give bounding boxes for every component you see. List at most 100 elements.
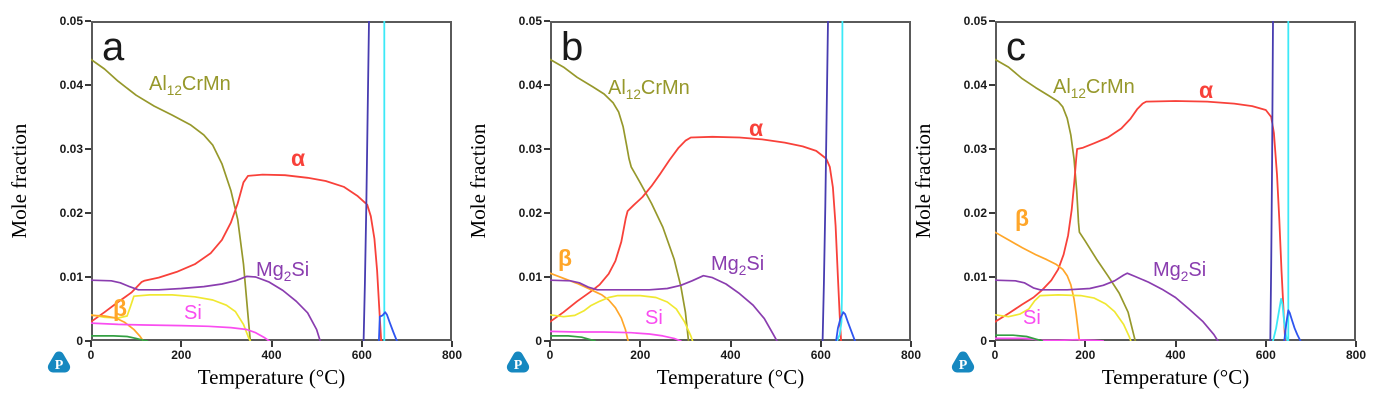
curve-unlabeled_green [995,334,1044,341]
plot-frame-c [995,21,1356,341]
y-tick [544,84,550,86]
curve-alpha [91,173,383,341]
y-tick-label: 0.04 [59,78,83,92]
x-tick-label: 0 [546,348,554,362]
curve-Al12CrMn [91,58,252,341]
phase-label: Al12CrMn [608,77,690,102]
y-tick [85,276,91,278]
curve-unlabeled_blue [1283,309,1302,341]
x-tick [1084,341,1087,347]
x-tick-label: 400 [720,348,741,362]
y-tick-label: 0 [980,334,987,348]
curve-unlabeled_blue [377,311,398,341]
y-tick [989,340,995,342]
subscript: 2 [1180,269,1189,284]
y-tick-label: 0.05 [59,14,83,28]
x-tick-label: 200 [171,348,192,362]
curves-svg-c [995,21,1302,341]
logo-triangle [47,351,71,373]
y-tick [989,148,995,150]
y-tick-label: 0.05 [518,14,542,28]
phase-label: Mg2Si [711,253,765,278]
curves-svg-a [91,21,398,341]
phase-label: Mg2Si [1153,259,1207,284]
curve-beta [995,231,1081,341]
phase-label: β [558,245,573,271]
curve-Mg2Si [91,275,322,341]
y-tick-label: 0.01 [963,270,987,284]
pandat-logo: P [506,351,530,373]
curve-beta [91,314,145,341]
y-tick [85,148,91,150]
phase-label: Al12CrMn [1053,76,1135,101]
x-tick-label: 800 [441,348,463,362]
panel-letter-a: a [102,25,126,69]
y-tick [544,148,550,150]
y-tick-label: 0 [76,334,83,348]
x-tick [819,341,822,347]
curve-unlabeled_yellow [91,294,252,341]
x-tick [270,341,273,347]
logo-letter: P [55,358,64,373]
pandat-logo: P [951,351,975,373]
curve-unlabeled_yellow [550,294,694,341]
y-tick-label: 0.05 [963,14,987,28]
panel-letter-b: b [561,25,585,69]
x-tick [549,341,551,347]
y-tick [544,276,550,278]
x-tick-label: 200 [630,348,651,362]
x-tick-label: 800 [900,348,922,362]
y-tick [85,340,91,342]
x-tick [910,341,912,347]
y-tick [544,212,550,214]
x-tick [451,341,453,347]
curve-unlabeled_navy_vertical [362,21,370,341]
x-tick-label: 400 [261,348,282,362]
y-tick [989,20,995,22]
phase-label: Mg2Si [256,259,310,284]
phase-label: α [1199,77,1214,103]
logo-letter: P [514,358,523,373]
curve-Si [995,337,1105,341]
y-tick [85,212,91,214]
y-tick-label: 0.01 [59,270,83,284]
logo-triangle [506,351,530,373]
x-tick [1355,341,1357,347]
x-tick [729,341,732,347]
x-tick-label: 400 [1165,348,1186,362]
x-axis-title: Temperature (°C) [1101,365,1250,389]
x-tick-label: 800 [1345,348,1367,362]
x-tick-label: 600 [351,348,372,362]
y-tick-label: 0.01 [518,270,542,284]
y-axis-title: Mole fraction [7,123,31,239]
x-tick [360,341,363,347]
plot-frame-a [91,21,452,341]
curves-svg-b [550,21,856,341]
phase-label: α [291,145,306,171]
curve-alpha [995,100,1287,341]
curve-Si [550,330,682,341]
y-tick-label: 0.03 [963,142,987,156]
curve-Si [91,322,271,341]
subscript: 2 [738,263,747,278]
y-axis-title: Mole fraction [466,123,490,239]
phase-label: Al12CrMn [149,73,231,98]
y-tick [85,20,91,22]
y-tick-label: 0.03 [518,142,542,156]
curve-alpha [550,135,843,341]
phase-label: β [113,295,128,321]
logo-letter: P [959,358,968,373]
y-axis-title: Mole fraction [911,123,935,239]
y-tick [989,276,995,278]
curve-unlabeled_blue [835,311,856,341]
phase-label: α [749,115,764,141]
pandat-logo: P [47,351,71,373]
x-tick [994,341,996,347]
subscript: 12 [625,87,641,102]
curve-unlabeled_green [91,335,149,341]
y-tick-label: 0.02 [59,206,83,220]
curve-unlabeled_navy_vertical [821,21,829,341]
y-tick [989,212,995,214]
phase-label: Si [1023,307,1041,329]
curve-Al12CrMn [550,58,690,341]
